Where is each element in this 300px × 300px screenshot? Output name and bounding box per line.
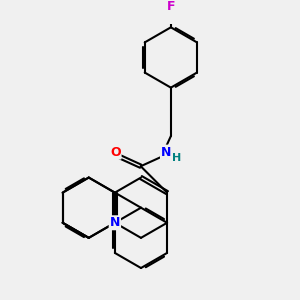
Text: O: O — [110, 146, 121, 159]
Text: H: H — [172, 153, 181, 163]
Text: N: N — [161, 146, 171, 159]
Text: F: F — [167, 0, 175, 13]
Text: N: N — [110, 216, 120, 229]
